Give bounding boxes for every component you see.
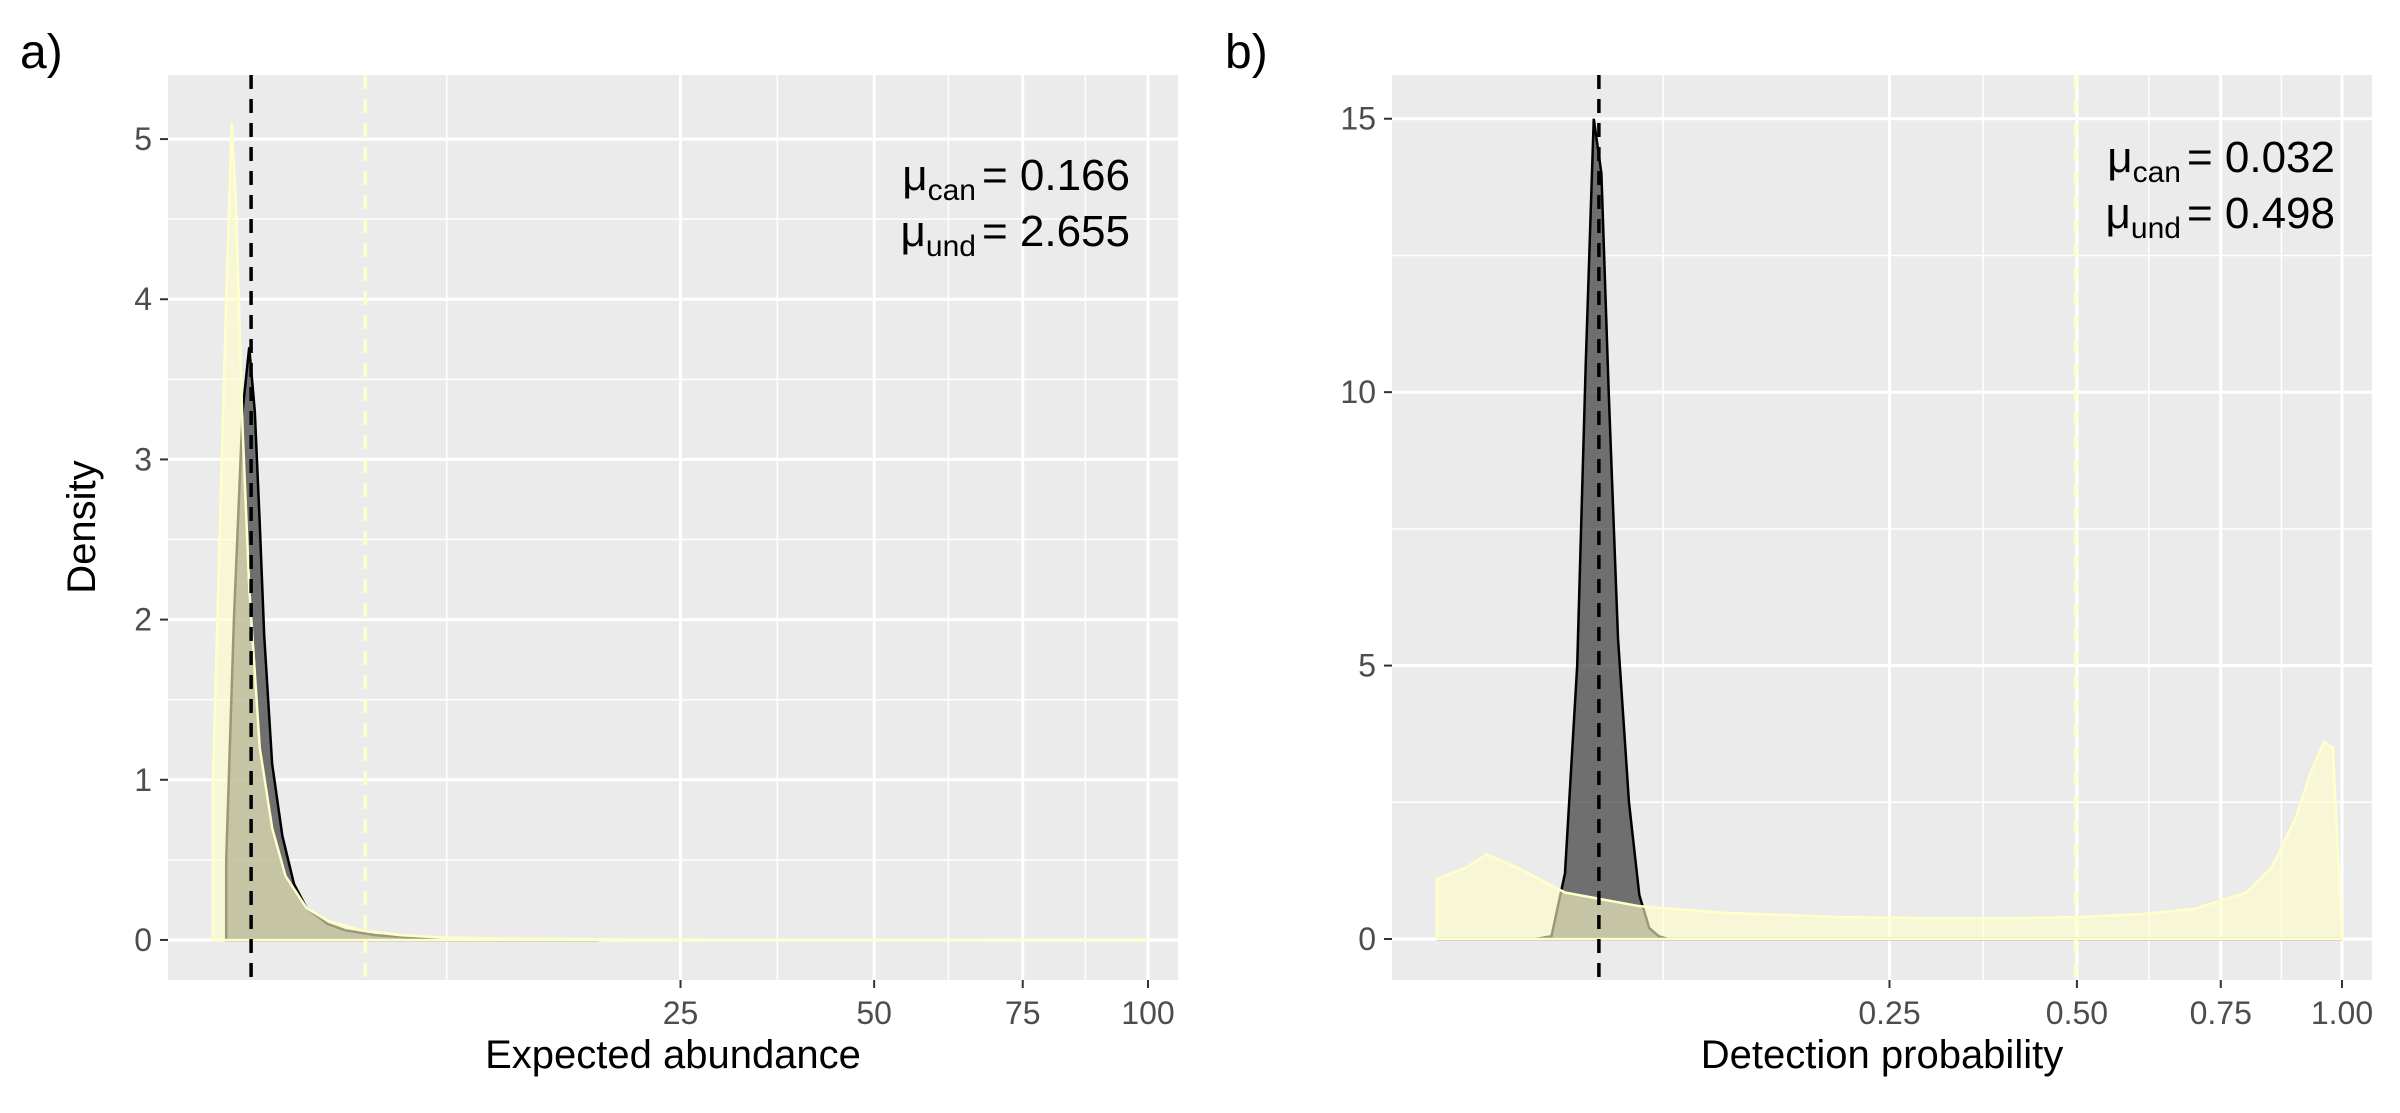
y-tick-label: 1 xyxy=(134,762,152,798)
y-tick-label: 5 xyxy=(134,121,152,157)
x-tick-label: 0.50 xyxy=(2046,995,2108,1031)
y-tick-label: 0 xyxy=(134,922,152,958)
x-axis-title: Detection probability xyxy=(1701,1033,2063,1077)
x-tick-label: 0.75 xyxy=(2190,995,2252,1031)
panel-label: a) xyxy=(20,26,63,79)
y-axis-title: Density xyxy=(60,460,104,593)
y-tick-label: 5 xyxy=(1358,648,1376,684)
mean-annotation: μund = 0.498 xyxy=(2106,189,2335,245)
x-tick-label: 75 xyxy=(1005,995,1041,1031)
y-tick-label: 10 xyxy=(1340,374,1376,410)
panel-a: 0 1 2 3 4 5 25 50 75 100 Expected abundance Density… xyxy=(20,26,1178,1077)
y-tick-label: 15 xyxy=(1340,101,1376,137)
mean-annotation: μund = 2.655 xyxy=(901,207,1130,263)
panel-b: 0 5 10 15 0.25 0.50 0.75 1.00 Detection probabil… xyxy=(1225,26,2373,1077)
y-tick-label: 0 xyxy=(1358,921,1376,957)
density-area-understory xyxy=(211,122,1148,942)
mean-annotation: μcan = 0.032 xyxy=(2107,133,2335,189)
plot-background xyxy=(1392,75,2372,980)
plot-background xyxy=(168,75,1178,980)
y-tick-label: 3 xyxy=(134,441,152,477)
mean-annotation: μcan = 0.166 xyxy=(902,151,1130,207)
x-tick-label: 25 xyxy=(663,995,699,1031)
x-tick-label: 100 xyxy=(1121,995,1174,1031)
density-area-understory xyxy=(1435,740,2344,941)
panel-label: b) xyxy=(1225,26,1268,79)
y-tick-label: 2 xyxy=(134,602,152,638)
x-tick-label: 0.25 xyxy=(1858,995,1920,1031)
x-tick-label: 50 xyxy=(856,995,892,1031)
x-tick-label: 1.00 xyxy=(2311,995,2373,1031)
y-tick-label: 4 xyxy=(134,281,152,317)
x-axis-title: Expected abundance xyxy=(485,1033,861,1077)
